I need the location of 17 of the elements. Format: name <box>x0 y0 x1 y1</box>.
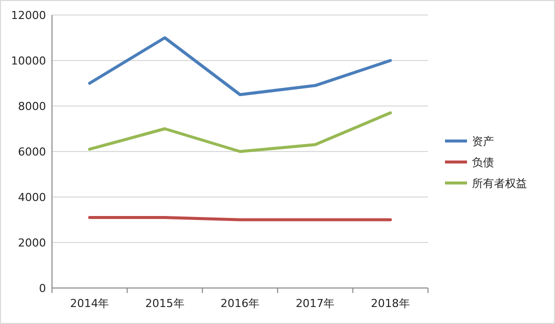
y-tick-label: 12000 <box>11 9 46 22</box>
x-tick-label: 2016年 <box>220 297 260 310</box>
x-tick-label: 2017年 <box>296 297 335 310</box>
y-tick-label: 6000 <box>18 146 46 158</box>
x-tick-label: 2015年 <box>145 297 184 310</box>
legend-label: 负债 <box>472 156 494 169</box>
y-tick-label: 8000 <box>18 100 46 113</box>
line-series <box>88 36 392 96</box>
legend-label: 资产 <box>472 135 494 148</box>
line-series <box>88 111 392 153</box>
y-tick-label: 2000 <box>18 236 46 250</box>
legend-label: 所有者权益 <box>472 177 527 190</box>
x-tick-label: 2018年 <box>370 297 410 310</box>
y-tick-label: 4000 <box>18 191 46 204</box>
x-tick-label: 2014年 <box>70 297 110 310</box>
y-tick-label: 10000 <box>11 54 46 68</box>
y-tick-label: 0 <box>39 282 46 295</box>
